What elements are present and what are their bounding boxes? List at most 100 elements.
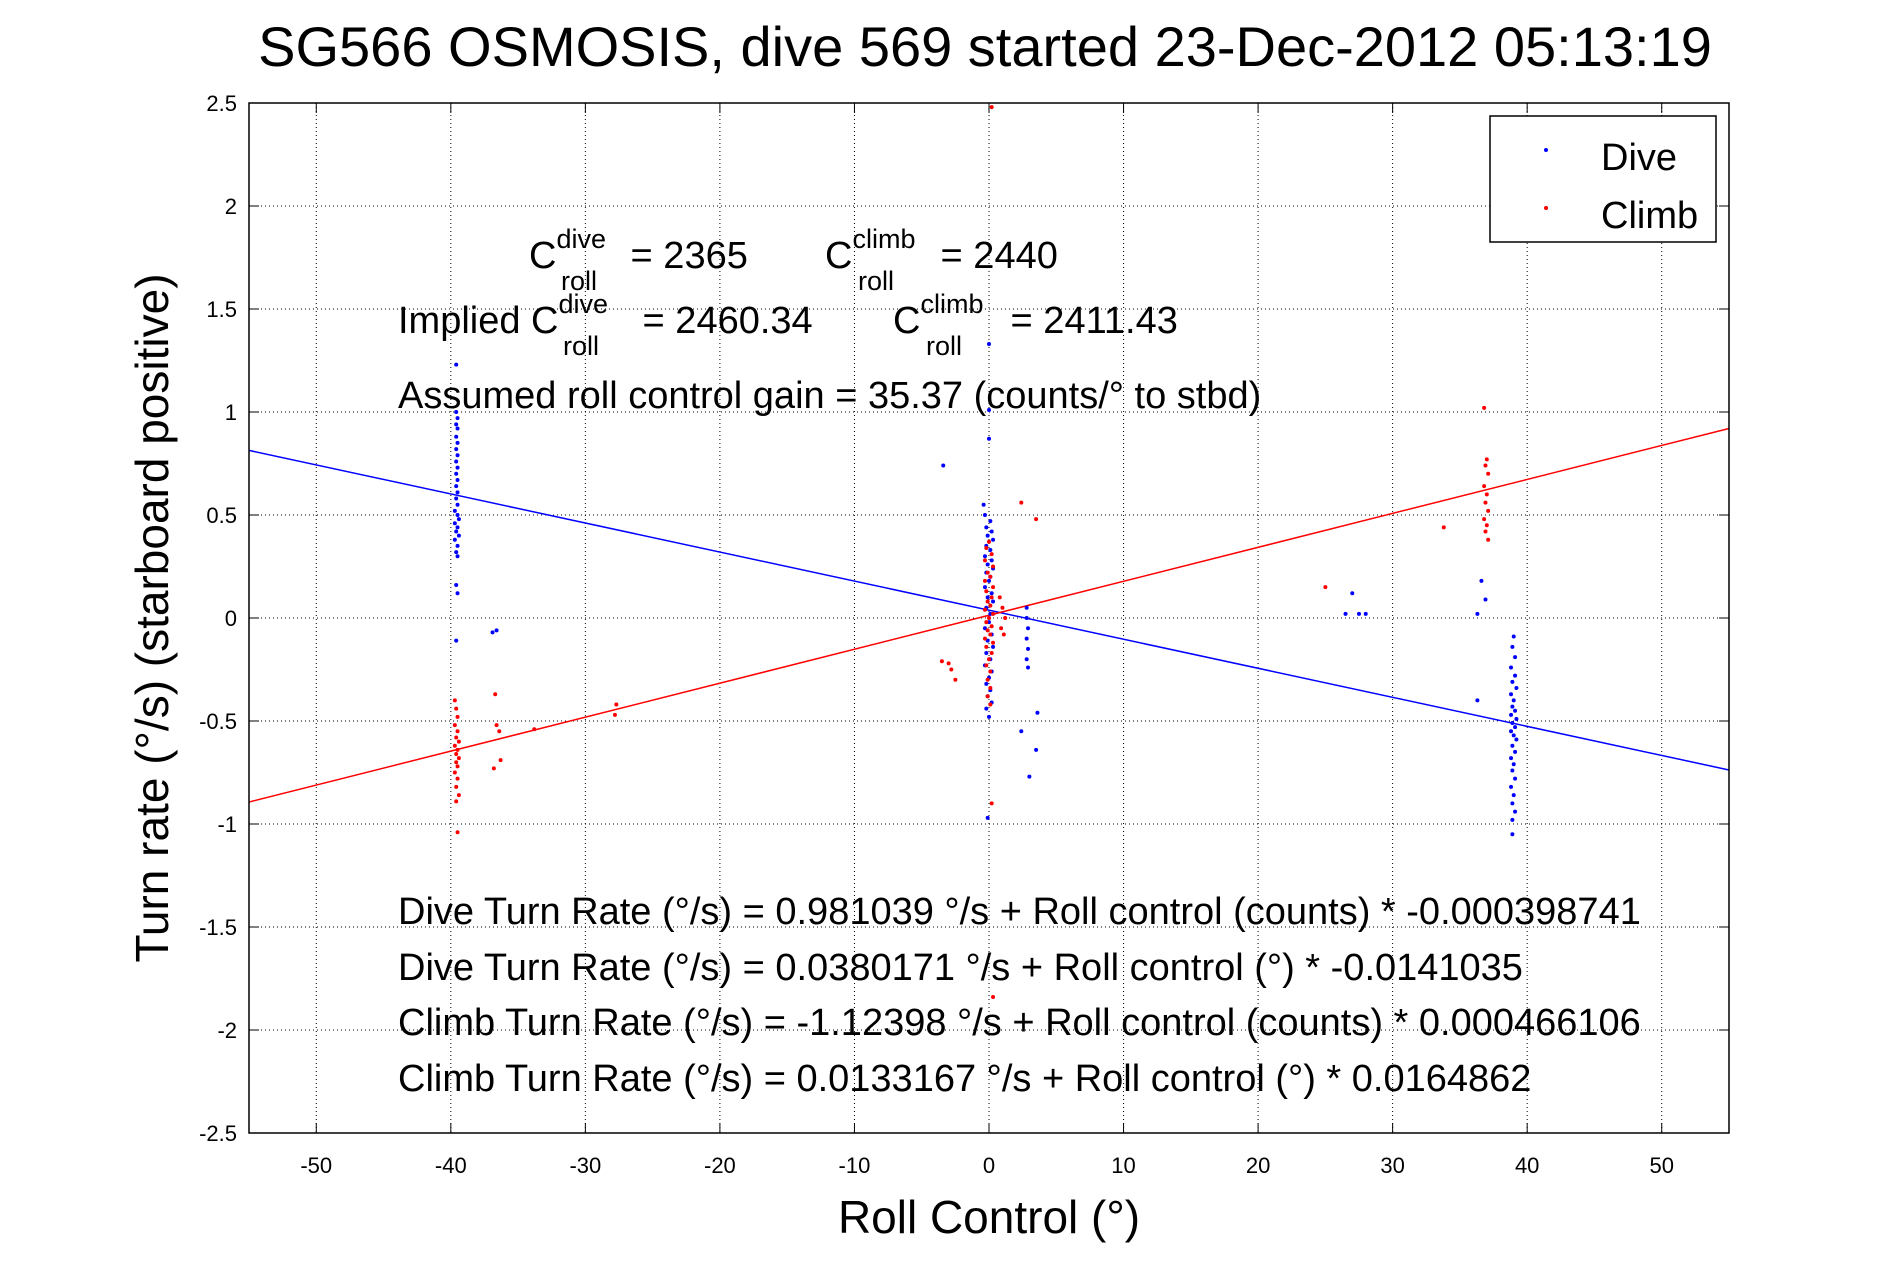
point-dive <box>456 533 461 538</box>
point-dive <box>454 550 459 555</box>
legend-marker-climb <box>1544 206 1548 210</box>
point-dive <box>1034 747 1039 752</box>
point-dive <box>1510 768 1515 773</box>
point-climb <box>991 585 996 590</box>
point-climb <box>1019 500 1024 505</box>
point-climb <box>455 830 460 835</box>
point-dive <box>982 513 987 517</box>
point-climb <box>991 640 996 645</box>
point-climb <box>1001 632 1006 637</box>
point-dive <box>454 638 459 643</box>
point-dive <box>455 554 460 559</box>
x-tick-label: -10 <box>839 1153 871 1178</box>
x-tick-label: 10 <box>1111 1153 1135 1178</box>
point-climb <box>452 698 457 703</box>
point-dive <box>1510 832 1515 837</box>
x-tick-label: 0 <box>983 1153 995 1178</box>
point-climb <box>454 799 459 804</box>
point-dive <box>1513 673 1518 678</box>
point-climb <box>982 607 987 612</box>
point-climb <box>454 784 459 789</box>
point-climb <box>1323 585 1328 590</box>
point-climb <box>988 574 993 579</box>
point-dive <box>987 342 991 347</box>
point-climb <box>612 712 617 717</box>
point-climb <box>452 723 457 728</box>
point-dive <box>454 410 459 414</box>
point-dive <box>991 644 996 649</box>
point-dive <box>1509 692 1514 697</box>
point-climb <box>985 677 990 682</box>
x-tick-label: 50 <box>1649 1153 1673 1178</box>
legend-box <box>1489 115 1717 243</box>
point-climb <box>1482 405 1487 410</box>
point-climb <box>985 694 990 699</box>
point-climb <box>987 657 991 662</box>
point-dive <box>1513 708 1518 713</box>
point-climb <box>984 663 989 668</box>
point-dive <box>452 537 457 542</box>
y-axis-label: Turn rate (°/s) (starboard positive) <box>126 273 178 962</box>
point-dive <box>1511 762 1516 767</box>
point-climb <box>946 661 951 666</box>
data-points <box>452 105 1519 1000</box>
point-climb <box>1482 517 1487 522</box>
point-dive <box>1510 704 1515 709</box>
point-climb <box>982 636 987 641</box>
point-dive <box>452 521 457 526</box>
point-climb <box>1482 484 1487 489</box>
point-climb <box>1486 471 1491 476</box>
point-dive <box>494 628 499 633</box>
annotation-gain: Assumed roll control gain = 35.37 (count… <box>398 375 1261 417</box>
chart-title: SG566 OSMOSIS, dive 569 started 23-Dec-2… <box>258 15 1712 78</box>
point-dive <box>1511 793 1516 798</box>
y-tick-label: -1.5 <box>199 915 237 940</box>
point-dive <box>454 484 459 489</box>
point-dive <box>1035 710 1040 715</box>
point-dive <box>985 595 990 600</box>
point-climb <box>497 729 502 734</box>
point-dive <box>984 681 989 686</box>
annotation-eq-dive-counts: Dive Turn Rate (°/s) = 0.981039 °/s + Ro… <box>398 891 1641 933</box>
point-climb <box>1003 616 1008 620</box>
point-climb <box>452 743 457 748</box>
point-climb <box>987 616 991 620</box>
point-dive <box>454 422 459 427</box>
legend-label-dive: Dive <box>1601 137 1677 179</box>
point-dive <box>1513 725 1518 730</box>
x-tick-labels: -50 -40 -30 -20 -10 0 10 20 30 40 50 <box>300 1153 1674 1178</box>
point-dive <box>1513 655 1518 660</box>
point-climb <box>991 611 996 616</box>
point-dive <box>985 815 990 820</box>
point-dive <box>1509 756 1514 761</box>
point-dive <box>454 529 459 534</box>
point-climb <box>1484 492 1489 497</box>
point-climb <box>982 578 987 583</box>
point-dive <box>455 490 460 495</box>
point-dive <box>991 599 996 604</box>
point-dive <box>987 407 991 412</box>
point-climb <box>532 727 537 732</box>
point-climb <box>984 644 989 649</box>
point-dive <box>1343 611 1348 616</box>
point-dive <box>1509 729 1514 734</box>
point-climb <box>1483 463 1488 468</box>
point-climb <box>455 714 460 719</box>
point-dive <box>981 502 986 507</box>
point-climb <box>989 595 994 600</box>
point-dive <box>1514 737 1519 742</box>
x-tick-label: 30 <box>1380 1153 1404 1178</box>
point-climb <box>456 739 461 744</box>
point-climb <box>455 776 460 781</box>
x-tick-label: -30 <box>569 1153 601 1178</box>
point-climb <box>997 595 1002 600</box>
point-climb <box>985 599 990 604</box>
y-tick-label: -0.5 <box>199 709 237 734</box>
point-dive <box>452 508 457 513</box>
point-climb <box>494 723 499 728</box>
y-tick-label: 2.5 <box>206 91 237 116</box>
point-dive <box>455 465 460 470</box>
point-climb <box>953 677 958 682</box>
point-dive <box>455 502 460 507</box>
